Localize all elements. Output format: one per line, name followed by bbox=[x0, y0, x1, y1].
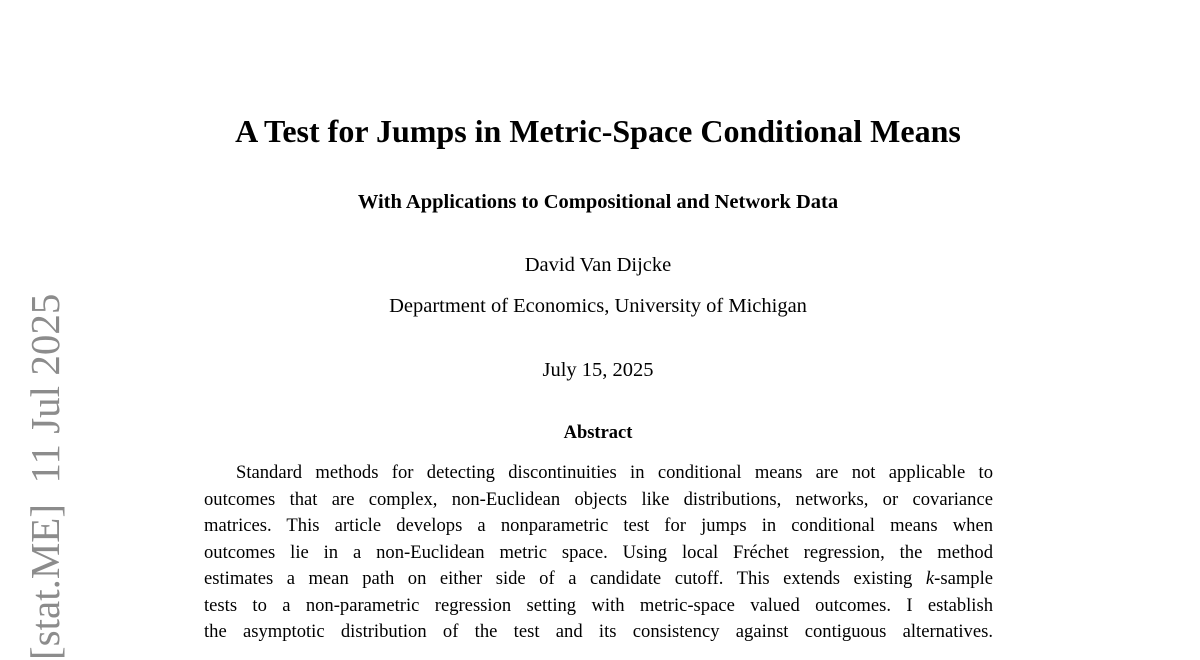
date: July 15, 2025 bbox=[542, 359, 654, 381]
author: David Van Dijcke bbox=[524, 254, 672, 276]
abstract: Standard methods for detecting discontin… bbox=[204, 460, 993, 646]
subtitle: With Applications to Compositional and N… bbox=[357, 191, 839, 213]
abstract-line: outcomes lie in a non-Euclidean metric s… bbox=[204, 541, 993, 563]
arxiv-stamp: [stat.ME] 11 Jul 2025 bbox=[22, 293, 68, 660]
title: A Test for Jumps in Metric-Space Conditi… bbox=[235, 113, 961, 149]
abstract-line: tests to a non-parametric regression set… bbox=[204, 594, 993, 616]
text: -sample bbox=[934, 568, 993, 589]
abstract-line: the asymptotic distribution of the test … bbox=[204, 621, 993, 642]
abstract-line: Standard methods for detecting discontin… bbox=[236, 462, 993, 483]
abstract-line: matrices. This article develops a nonpar… bbox=[204, 515, 993, 536]
abstract-heading: Abstract bbox=[563, 423, 633, 443]
affiliation: Department of Economics, University of M… bbox=[389, 295, 807, 317]
abstract-line: estimates a mean path on either side of … bbox=[204, 566, 993, 593]
text: estimates a mean path on either side of … bbox=[204, 568, 926, 589]
abstract-line: outcomes that are complex, non-Euclidean… bbox=[204, 488, 993, 510]
math: k bbox=[925, 568, 935, 589]
